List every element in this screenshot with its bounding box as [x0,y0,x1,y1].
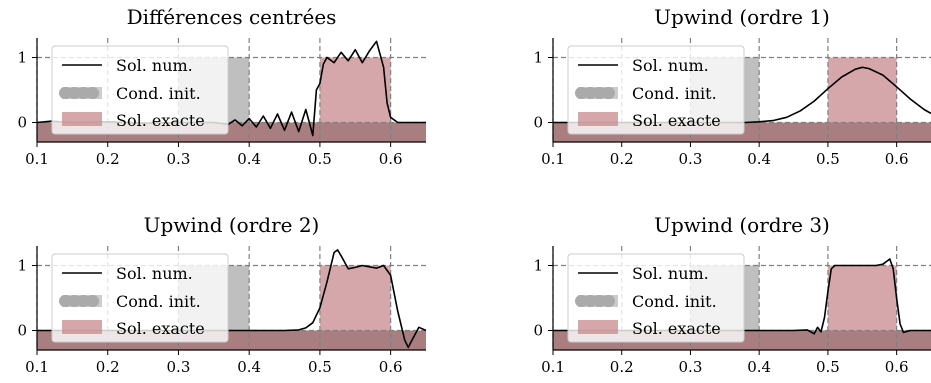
y-tick-label: 0 [533,322,543,340]
legend-label-initial: Cond. init. [632,292,717,311]
y-tick-label: 0 [17,114,27,132]
x-tick-label: 0.4 [237,150,261,168]
x-tick-label: 0.6 [885,150,909,168]
x-tick-label: 0.1 [541,358,565,376]
legend-swatch-initial-fill [62,87,102,99]
x-tick-label: 0.5 [308,150,332,168]
x-tick-label: 0.4 [747,358,771,376]
subplot-title: Upwind (ordre 2) [144,213,320,237]
y-tick-label: 1 [533,49,543,67]
y-tick-label: 0 [533,114,543,132]
exact-solution-area [319,265,391,331]
legend-swatch-exact [62,112,102,126]
exact-solution-area [827,57,897,123]
legend: Sol. num. Cond. init. Sol. exacte [51,253,229,343]
exact-solution-area [827,265,897,331]
subplot-title: Upwind (ordre 1) [654,5,830,29]
legend-swatch-initial-fill [578,87,618,99]
subplot-4: 0.1 0.2 0.3 0.4 0.5 0.6 0 1 Upwind (ordre 3) Sol.… [533,213,931,376]
legend-swatch-initial-fill [62,295,102,307]
legend-swatch-exact [578,112,618,126]
x-tick-label: 0.2 [610,150,634,168]
legend-label-exact: Sol. exacte [632,319,721,338]
legend: Sol. num. Cond. init. Sol. exacte [51,45,229,135]
x-tick-label: 0.2 [610,358,634,376]
x-tick-label: 0.6 [379,358,403,376]
x-tick-label: 0.3 [167,150,191,168]
legend-label-numeric: Sol. num. [116,56,193,75]
legend-label-initial: Cond. init. [116,84,201,103]
legend-label-numeric: Sol. num. [116,264,193,283]
y-tick-label: 1 [533,257,543,275]
legend-label-exact: Sol. exacte [116,111,205,130]
legend-label-initial: Cond. init. [632,84,717,103]
x-tick-label: 0.1 [541,150,565,168]
legend: Sol. num. Cond. init. Sol. exacte [567,253,745,343]
legend-label-numeric: Sol. num. [632,264,709,283]
subplot-3: 0.1 0.2 0.3 0.4 0.5 0.6 0 1 Upwind (ordre 2) Sol.… [17,213,427,376]
y-tick-label: 1 [17,257,27,275]
legend-swatch-initial-fill [578,295,618,307]
y-tick-label: 0 [17,322,27,340]
subplot-1: 0.1 0.2 0.3 0.4 0.5 0.6 0 1 Différences centrées… [17,5,426,168]
legend-swatch-exact [62,320,102,334]
x-tick-label: 0.3 [679,150,703,168]
numeric-solution-line [37,249,427,349]
legend-label-numeric: Sol. num. [632,56,709,75]
legend-label-initial: Cond. init. [116,292,201,311]
x-tick-label: 0.2 [96,150,120,168]
x-tick-label: 0.5 [308,358,332,376]
legend-swatch-exact [578,320,618,334]
x-tick-label: 0.6 [379,150,403,168]
x-tick-label: 0.4 [747,150,771,168]
x-tick-label: 0.5 [816,150,840,168]
x-tick-label: 0.5 [816,358,840,376]
subplot-2: 0.1 0.2 0.3 0.4 0.5 0.6 0 1 Upwind (ordre 1) Sol.… [533,5,931,168]
x-tick-label: 0.4 [237,358,261,376]
x-tick-label: 0.6 [885,358,909,376]
x-tick-label: 0.1 [25,150,49,168]
x-tick-label: 0.3 [167,358,191,376]
y-tick-label: 1 [17,49,27,67]
exact-solution-area [319,57,391,123]
numeric-solution-line [553,258,931,335]
x-tick-label: 0.1 [25,358,49,376]
legend-label-exact: Sol. exacte [116,319,205,338]
subplot-title: Upwind (ordre 3) [654,213,830,237]
numeric-solution-line [553,66,931,124]
legend: Sol. num. Cond. init. Sol. exacte [567,45,745,135]
x-tick-label: 0.2 [96,358,120,376]
legend-label-exact: Sol. exacte [632,111,721,130]
subplot-title: Différences centrées [127,5,337,29]
x-tick-label: 0.3 [679,358,703,376]
